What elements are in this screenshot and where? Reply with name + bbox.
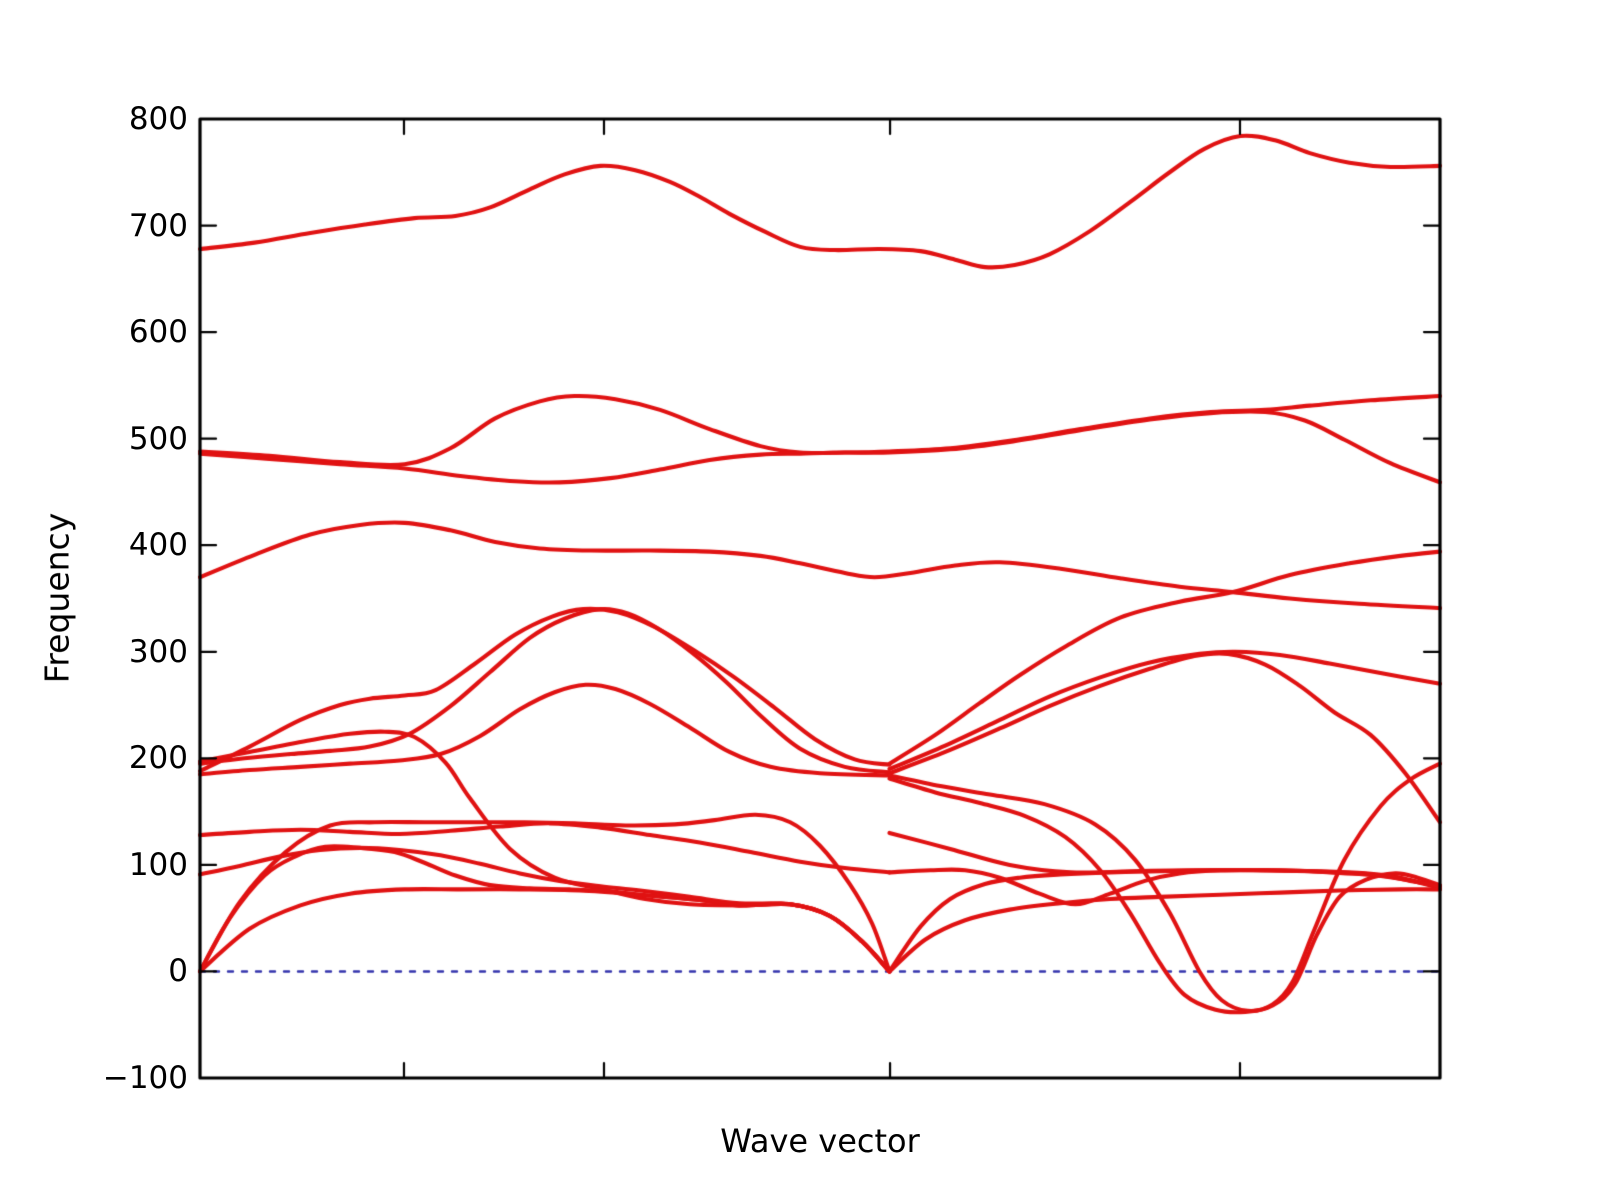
y-tick-label: 300 (128, 633, 188, 670)
y-tick-label: 0 (168, 953, 188, 990)
y-tick-label: 700 (128, 207, 188, 244)
y-tick-label: 100 (128, 846, 188, 883)
x-axis-label: Wave vector (720, 1122, 920, 1160)
y-tick-label: 200 (128, 740, 188, 777)
y-tick-label: 400 (128, 527, 188, 564)
y-tick-label: −100 (102, 1060, 188, 1096)
y-tick-label: 600 (128, 314, 188, 351)
y-tick-label: 500 (128, 420, 188, 457)
y-axis-label: Frequency (37, 512, 77, 684)
y-tick-label: 800 (128, 101, 188, 137)
